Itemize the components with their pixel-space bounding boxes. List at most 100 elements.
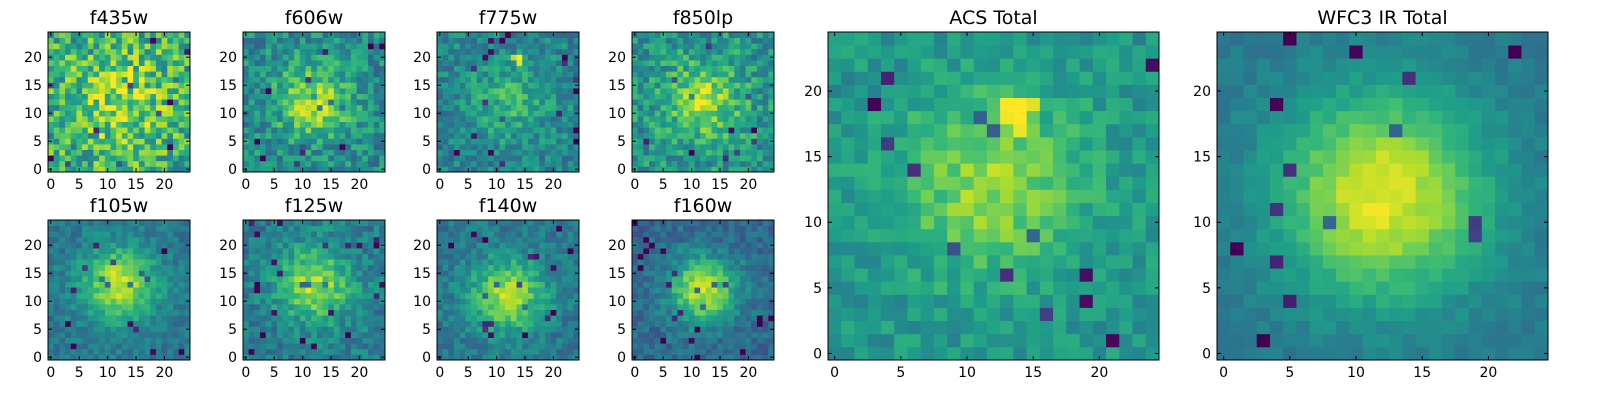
heatmap-cell [734, 276, 741, 282]
heatmap-cell [437, 315, 444, 322]
heatmap-cell [243, 160, 250, 167]
heatmap-cell [172, 93, 180, 100]
heatmap-cell [649, 132, 656, 139]
heatmap-cell [110, 76, 117, 83]
heatmap-cell [99, 93, 106, 100]
heatmap-cell [643, 270, 650, 277]
heatmap-cell [116, 231, 123, 238]
heatmap-cell [116, 287, 123, 294]
heatmap-cell [561, 127, 569, 134]
heatmap-cell [700, 65, 707, 72]
heatmap-cell [677, 110, 684, 117]
heatmap-cell [637, 337, 644, 344]
heatmap-cells [437, 220, 580, 361]
heatmap-cell [70, 343, 77, 350]
heatmap-cell [362, 315, 369, 322]
heatmap-cell [567, 54, 574, 61]
heatmap-cell [544, 270, 551, 277]
heatmap-cell [671, 155, 678, 162]
heatmap-cell [561, 348, 569, 355]
heatmap-cell [379, 343, 386, 350]
heatmap-cell [717, 104, 724, 111]
heatmap-cell [127, 166, 134, 173]
heatmap-cell [454, 326, 461, 333]
heatmap-cell [271, 337, 278, 344]
heatmap-cell [516, 220, 523, 226]
heatmap-cell [65, 32, 72, 38]
heatmap-cell [322, 71, 329, 78]
heatmap-cell [705, 138, 712, 145]
heatmap-cell [299, 60, 306, 66]
heatmap-cell [104, 99, 111, 106]
heatmap-cell [442, 309, 449, 316]
heatmap-cell [82, 304, 89, 310]
heatmap-cell [567, 315, 574, 322]
heatmap-cell [437, 127, 444, 134]
heatmap-cell [499, 220, 506, 226]
panel-title: f850lp [673, 7, 733, 29]
heatmap-cell [516, 82, 523, 89]
heatmap-cell [167, 348, 174, 355]
heatmap-cell [322, 220, 329, 226]
heatmap-cell [573, 43, 580, 50]
heatmap-cell [172, 337, 180, 344]
heatmap-cell [567, 127, 574, 134]
heatmap-cell [93, 71, 100, 78]
heatmap-cell [437, 43, 444, 50]
heatmap-cell [76, 348, 83, 355]
heatmap-cell [99, 160, 106, 167]
heatmap-cell [465, 99, 472, 106]
heatmap-cell [260, 354, 267, 361]
heatmap-cell [556, 259, 563, 266]
heatmap-cell [70, 160, 77, 167]
heatmap-cell [116, 127, 123, 134]
heatmap-cell [459, 220, 466, 226]
heatmap-cell [48, 43, 55, 50]
heatmap-cell [442, 54, 449, 61]
heatmap-cell [144, 48, 151, 55]
heatmap-cell [459, 160, 466, 167]
heatmap-cell [350, 138, 357, 145]
heatmap-cell [328, 110, 335, 117]
heatmap-cell [649, 104, 656, 111]
heatmap-cell [110, 104, 117, 111]
heatmap-cell [288, 144, 295, 150]
heatmap-cell [694, 138, 701, 145]
heatmap-cell [178, 71, 185, 78]
heatmap-cell [350, 225, 357, 232]
heatmap-cell [248, 88, 255, 94]
heatmap-cell [734, 138, 741, 145]
y-tick-label: 0 [422, 162, 431, 178]
heatmap-cell [677, 315, 684, 322]
heatmap-cell [643, 37, 650, 44]
heatmap-cell [694, 121, 701, 128]
axes-frame [436, 219, 580, 361]
heatmap-cell [322, 127, 329, 134]
heatmap-cell [161, 43, 168, 50]
heatmap-cell [150, 76, 157, 83]
heatmap-cell [643, 354, 650, 361]
heatmap-cell [567, 276, 574, 282]
heatmap-cell [127, 88, 134, 94]
heatmap-cell [683, 276, 690, 282]
heatmap-cell [454, 242, 461, 249]
heatmap-cell [379, 99, 386, 106]
heatmap-cell [65, 320, 72, 327]
heatmap-cell [127, 225, 134, 232]
heatmap-cell [277, 32, 284, 38]
heatmap-cell [768, 76, 775, 83]
heatmap-cell [660, 343, 667, 350]
heatmap-cell [362, 348, 369, 355]
heatmap-cell [282, 166, 289, 173]
heatmap-cell [533, 326, 540, 333]
heatmap-cell [127, 127, 134, 134]
heatmap-cell [379, 225, 386, 232]
heatmap-cell [510, 110, 517, 117]
heatmap-cell [745, 343, 752, 350]
heatmap-cell [499, 82, 506, 89]
y-tick-label: 10 [24, 294, 42, 310]
heatmap-cell [282, 48, 289, 55]
heatmap-cell [694, 309, 701, 316]
heatmap-cell [48, 48, 55, 55]
